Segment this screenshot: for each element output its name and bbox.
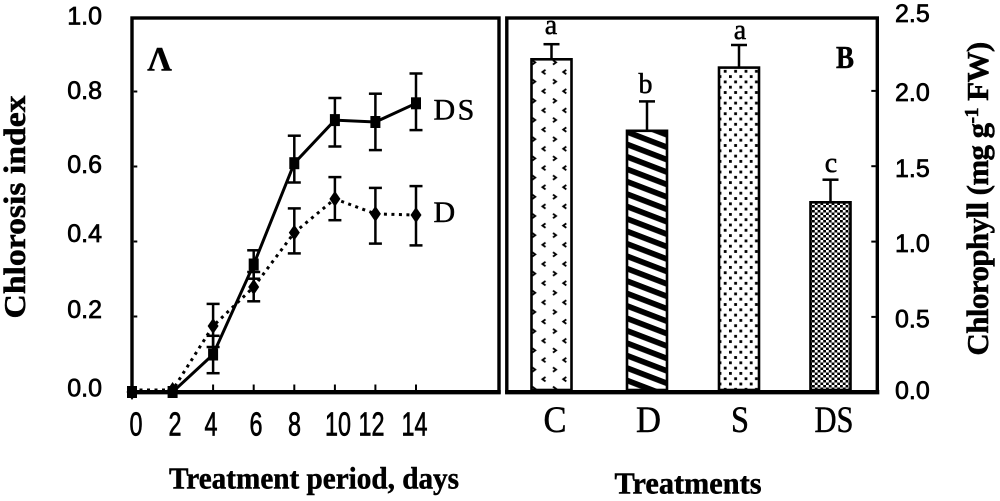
svg-text:B: B xyxy=(836,39,854,75)
svg-text:S: S xyxy=(731,400,749,441)
svg-text:2.0: 2.0 xyxy=(895,79,930,107)
svg-text:4: 4 xyxy=(205,405,218,442)
svg-text:6: 6 xyxy=(250,405,263,442)
svg-text:C: C xyxy=(544,400,567,441)
svg-text:D: D xyxy=(636,400,661,441)
svg-text:a: a xyxy=(545,10,558,41)
svg-text:0.4: 0.4 xyxy=(67,220,102,248)
svg-text:12: 12 xyxy=(359,405,385,442)
svg-text:0.2: 0.2 xyxy=(67,296,102,324)
svg-text:Λ: Λ xyxy=(147,41,172,78)
svg-text:Treatment period, days: Treatment period, days xyxy=(169,461,459,496)
svg-text:Chlorosis index: Chlorosis index xyxy=(0,95,32,319)
svg-text:0.0: 0.0 xyxy=(895,377,930,405)
svg-text:1.5: 1.5 xyxy=(895,155,930,183)
svg-text:b: b xyxy=(639,69,653,100)
svg-text:0.8: 0.8 xyxy=(67,77,102,105)
svg-text:2.5: 2.5 xyxy=(895,0,930,28)
svg-text:2: 2 xyxy=(169,405,182,442)
svg-text:0.0: 0.0 xyxy=(67,375,102,403)
svg-text:DS: DS xyxy=(434,94,477,127)
svg-text:c: c xyxy=(825,148,837,179)
svg-text:Treatments: Treatments xyxy=(615,466,762,501)
svg-text:Chlorophyll (mg g-1 FW): Chlorophyll (mg g-1 FW) xyxy=(960,42,995,355)
svg-text:14: 14 xyxy=(402,405,428,442)
svg-text:DS: DS xyxy=(815,400,854,441)
svg-text:10: 10 xyxy=(325,405,351,442)
svg-text:8: 8 xyxy=(288,405,301,442)
svg-text:1.0: 1.0 xyxy=(895,230,930,258)
svg-text:0: 0 xyxy=(130,405,143,442)
svg-text:1.0: 1.0 xyxy=(67,3,102,31)
svg-text:0.5: 0.5 xyxy=(895,306,930,334)
svg-text:D: D xyxy=(434,196,456,229)
svg-text:0.6: 0.6 xyxy=(67,151,102,179)
svg-text:a: a xyxy=(734,15,747,46)
